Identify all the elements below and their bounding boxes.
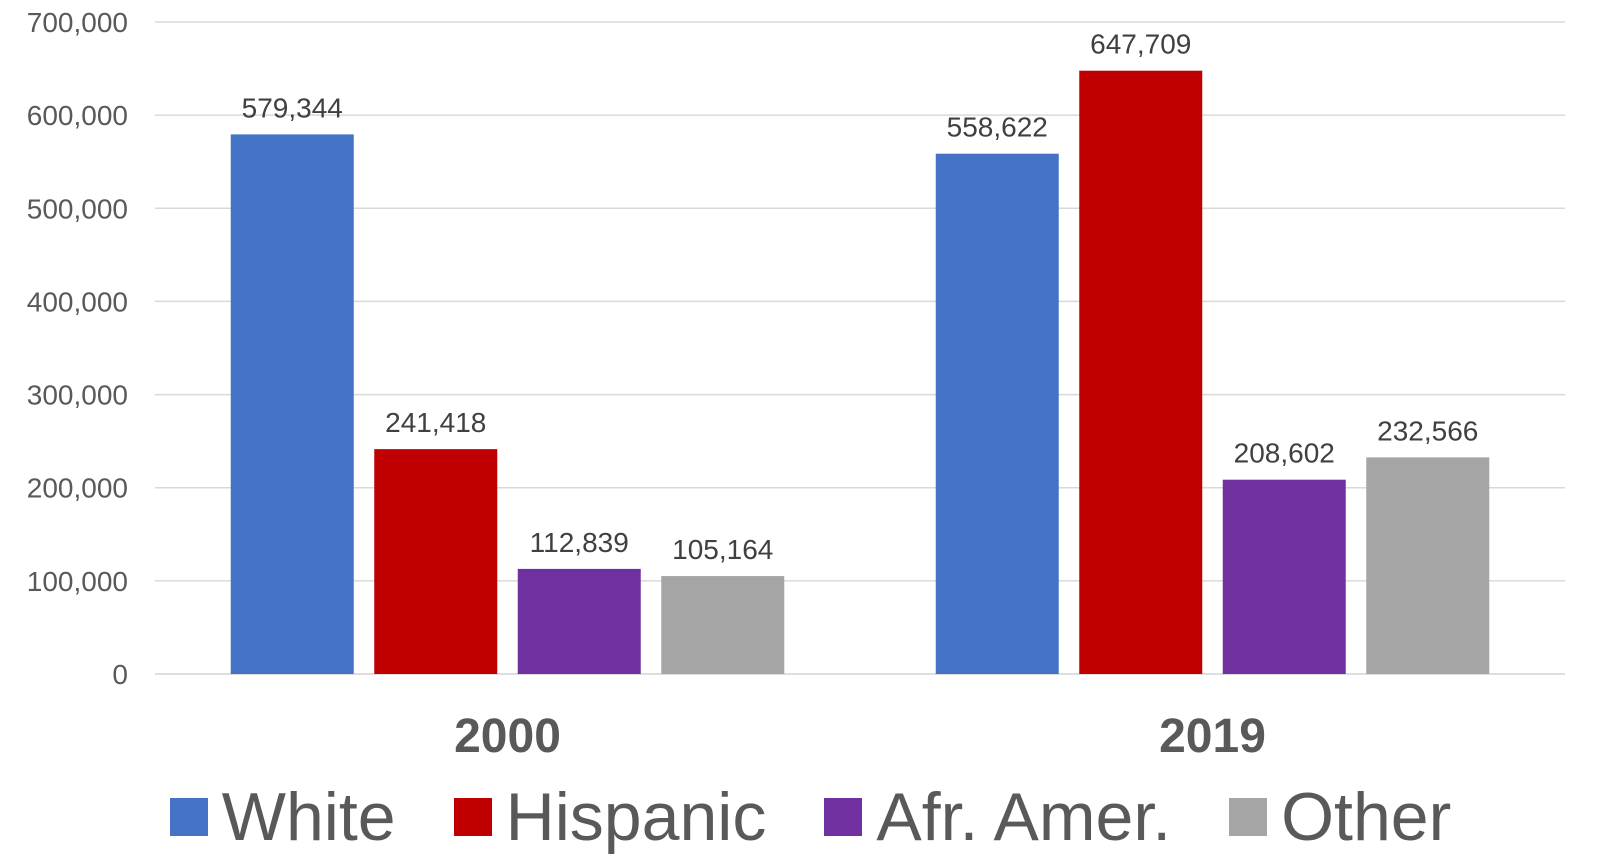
- legend-item-other: Other: [1229, 783, 1451, 851]
- legend-label: Other: [1281, 779, 1452, 855]
- y-tick-label: 200,000: [27, 473, 128, 504]
- y-tick-label: 100,000: [27, 566, 128, 597]
- y-axis-tick-labels: 0 100,000 200,000 300,000 400,000 500,000 600,…: [27, 7, 128, 690]
- bar-white-2019: [935, 153, 1059, 675]
- data-label: 579,344: [242, 92, 343, 123]
- legend: White Hispanic Afr. Amer. Other: [0, 772, 1621, 862]
- bar-afr-amer-2019: [1222, 479, 1346, 674]
- legend-swatch: [1229, 798, 1268, 836]
- legend-label: Afr. Amer.: [876, 779, 1172, 855]
- y-tick-label: 700,000: [27, 7, 128, 38]
- y-tick-label: 0: [112, 659, 128, 690]
- category-label-2019: 2019: [1159, 710, 1266, 763]
- data-label: 647,709: [1090, 29, 1191, 60]
- gridlines: [155, 21, 1565, 675]
- data-label: 105,164: [672, 534, 773, 565]
- category-labels: 2000 2019: [454, 710, 1266, 763]
- data-label: 112,839: [530, 527, 629, 558]
- data-label: 241,418: [385, 407, 486, 438]
- legend-swatch: [453, 798, 492, 836]
- bar-afr-amer-2000: [517, 568, 641, 674]
- legend-swatch: [824, 798, 863, 836]
- bar-white-2000: [230, 134, 354, 674]
- bar-other-2019: [1366, 457, 1490, 674]
- bar-other-2000: [661, 576, 785, 674]
- y-tick-label: 500,000: [27, 193, 128, 224]
- legend-item-white: White: [169, 779, 396, 855]
- bar-hispanic-2019: [1079, 70, 1203, 675]
- legend-label: White: [221, 779, 396, 855]
- data-label: 232,566: [1377, 415, 1478, 446]
- legend-swatch: [169, 798, 208, 836]
- data-label: 208,602: [1234, 438, 1335, 469]
- legend-item-hispanic: Hispanic: [453, 779, 767, 855]
- data-labels: 579,344 241,418 112,839 105,164 558,622 647,7…: [242, 29, 1479, 565]
- category-label-2000: 2000: [454, 710, 561, 763]
- y-tick-label: 400,000: [27, 286, 128, 317]
- bar-hispanic-2000: [374, 449, 498, 674]
- legend-item-afr-amer: Afr. Amer.: [824, 783, 1171, 851]
- bars: [230, 70, 1490, 675]
- y-tick-label: 600,000: [27, 100, 128, 131]
- y-tick-label: 300,000: [27, 380, 128, 411]
- legend-label: Hispanic: [505, 779, 767, 855]
- data-label: 558,622: [947, 112, 1048, 143]
